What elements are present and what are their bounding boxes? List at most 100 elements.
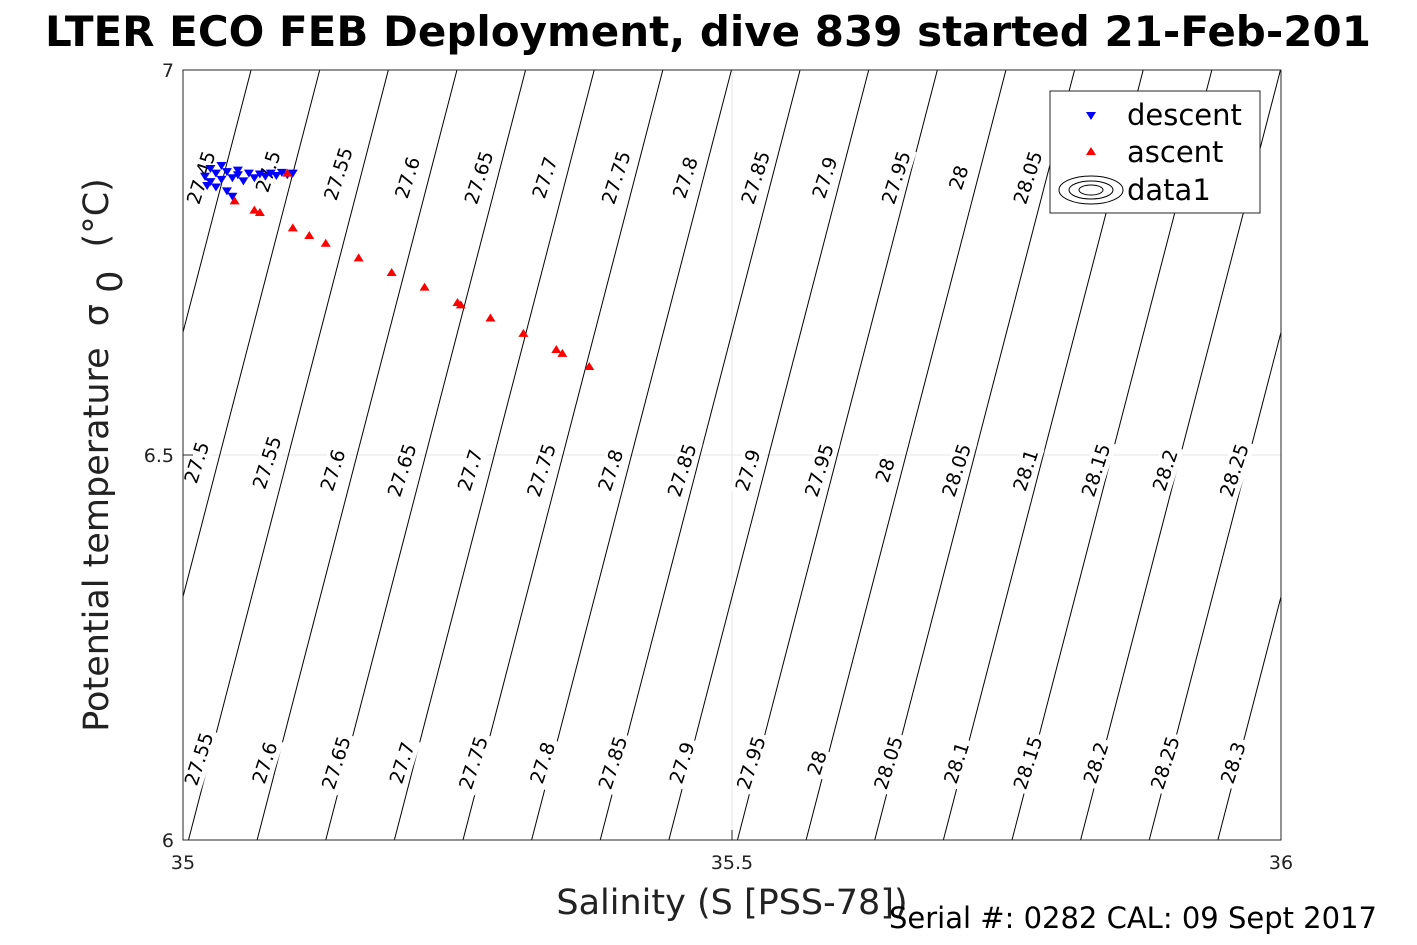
isopycnal-line xyxy=(1217,596,1282,841)
y-axis-label-main: Potential temperature xyxy=(77,347,117,731)
ascent-point xyxy=(518,328,529,337)
contour-label-background xyxy=(247,430,288,496)
y-tick-label: 7 xyxy=(162,60,174,82)
contour-label-background xyxy=(802,746,833,780)
legend-data1-label: data1 xyxy=(1127,173,1211,207)
isopycnal-line xyxy=(188,69,389,841)
ascent-point xyxy=(320,238,331,247)
contour-label-background xyxy=(944,161,975,195)
x-tick-label: 36 xyxy=(1269,852,1293,874)
legend: descent ascent data1 xyxy=(1049,90,1261,214)
descent-point xyxy=(227,192,238,201)
ascent-point xyxy=(229,196,240,205)
ascent-point xyxy=(287,223,298,232)
isopycnal-line xyxy=(874,69,1076,841)
contour-label-background xyxy=(384,735,421,791)
ascent-point xyxy=(254,207,265,216)
contour-label-background xyxy=(869,730,909,796)
contour-label-background xyxy=(247,735,284,791)
y-tick-label: 6.5 xyxy=(144,445,174,467)
contour-label-background xyxy=(938,735,976,791)
contour-label-background xyxy=(876,145,917,211)
contour-label-background xyxy=(524,735,562,791)
descent-point xyxy=(210,183,221,192)
contour-label-background xyxy=(662,437,703,503)
ascent-point xyxy=(304,231,315,240)
ascent-point xyxy=(584,361,595,370)
legend-ascent-marker xyxy=(1086,147,1096,155)
descent-point xyxy=(202,182,213,190)
isopycnal-line xyxy=(256,69,458,841)
axis-ticks xyxy=(182,69,1282,841)
descent-point xyxy=(249,174,260,183)
x-tick-label: 35.5 xyxy=(711,852,753,874)
ascent-point xyxy=(551,345,562,354)
y-axis-label: Potential temperature σ 0 (°C) xyxy=(77,178,131,732)
isopycnal-line xyxy=(737,69,938,841)
contour-label-background xyxy=(181,145,222,211)
contour-label-background xyxy=(667,150,705,205)
descent-point xyxy=(210,169,221,178)
isopycnal-line xyxy=(325,69,527,841)
descent-series xyxy=(199,161,298,201)
contour-label-background xyxy=(1008,730,1049,796)
ascent-point xyxy=(249,205,260,214)
contour-label-background xyxy=(319,141,359,207)
descent-point xyxy=(205,165,216,174)
isopycnal-line xyxy=(805,69,1007,841)
contour-label-background xyxy=(1076,437,1117,503)
descent-point xyxy=(216,161,227,170)
isopycnal-line xyxy=(599,69,801,841)
descent-point xyxy=(276,168,287,177)
isopycnal-line xyxy=(531,69,732,841)
legend-ascent-label: ascent xyxy=(1127,135,1223,169)
contour-label-background xyxy=(452,443,489,498)
descent-point xyxy=(265,169,276,178)
contour-label-background xyxy=(937,437,977,503)
y-tick-label: 6 xyxy=(162,830,174,852)
legend-contour-marker xyxy=(1058,175,1124,205)
contour-label-background xyxy=(1008,145,1049,211)
descent-point xyxy=(216,175,227,184)
contour-label-background xyxy=(527,150,564,205)
descent-point xyxy=(232,166,243,175)
isopycnal-line xyxy=(462,69,664,841)
isopycnal-line xyxy=(668,69,870,841)
contour-label-group: 27.8 xyxy=(667,150,705,205)
contour-label-background xyxy=(179,435,216,490)
descent-point xyxy=(254,170,265,179)
descent-point xyxy=(238,177,249,186)
contour-label-background xyxy=(389,150,427,205)
descent-point xyxy=(221,168,232,177)
contour-label-background xyxy=(596,145,637,211)
isopycnal-line xyxy=(393,69,595,841)
ascent-series xyxy=(229,168,595,370)
serial-cal-footer: Serial #: 0282 CAL: 09 Sept 2017 xyxy=(889,901,1377,935)
contour-label-background xyxy=(736,145,777,211)
descent-point xyxy=(260,172,271,181)
descent-point xyxy=(243,169,254,178)
contour-label-background xyxy=(179,726,220,792)
contour-label-background xyxy=(731,730,772,796)
contour-label-group: 28.1 xyxy=(938,735,976,791)
ascent-point xyxy=(282,168,293,177)
descent-point xyxy=(199,172,210,181)
ascent-point xyxy=(353,253,364,262)
contour-label-background xyxy=(459,145,500,211)
ascent-point xyxy=(557,348,568,357)
contour-label-background xyxy=(1214,437,1255,503)
chart-title: LTER ECO FEB Deployment, dive 839 starte… xyxy=(45,7,1371,56)
contour-label-background xyxy=(593,730,634,796)
isopycnal-line xyxy=(182,69,252,333)
y-axis-label-unit: (°C) xyxy=(77,178,117,247)
ascent-point xyxy=(386,268,397,277)
descent-point xyxy=(271,171,282,180)
contour-label-background xyxy=(382,437,423,503)
contour-label-background xyxy=(664,735,701,791)
contour-label-background xyxy=(799,437,840,503)
descent-point xyxy=(221,187,232,196)
contour-label-background xyxy=(315,443,352,498)
contour-label-background xyxy=(316,730,357,796)
descent-point xyxy=(287,169,298,178)
